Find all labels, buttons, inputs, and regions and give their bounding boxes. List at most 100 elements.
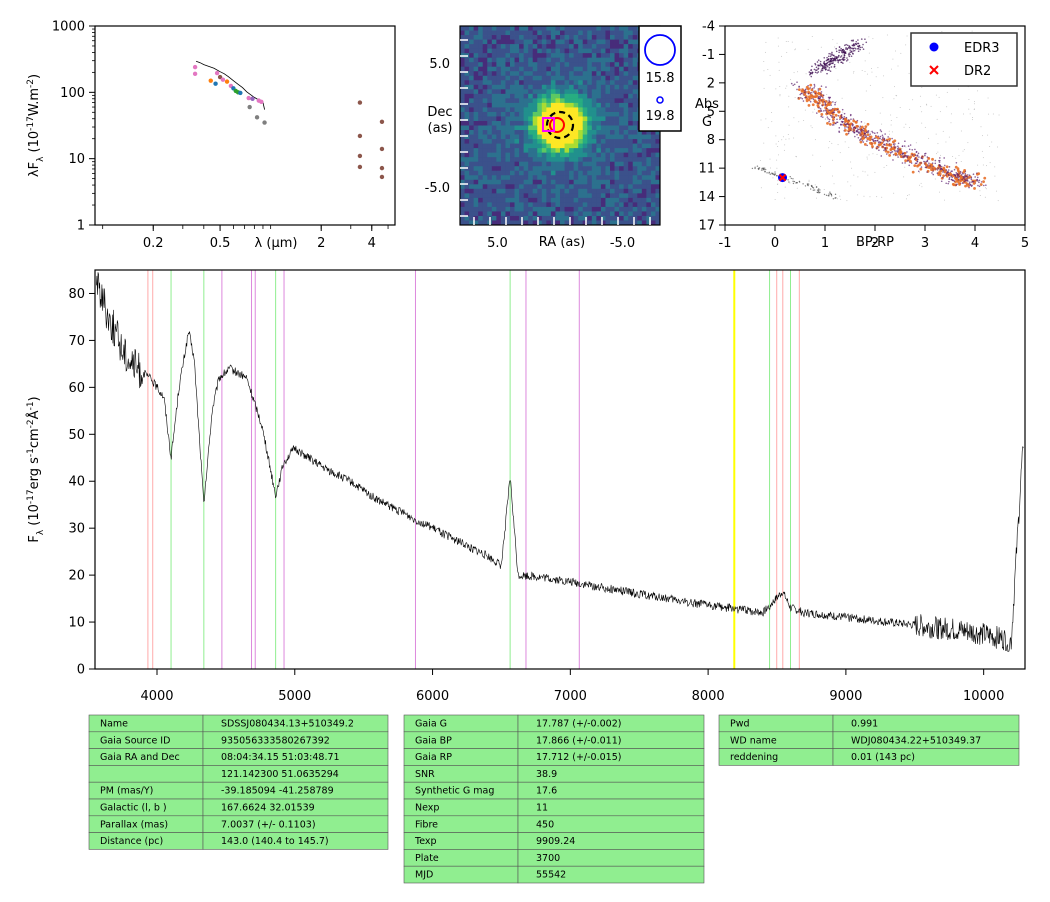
image-pixel <box>541 89 547 95</box>
cmd-giant-star <box>852 53 854 55</box>
image-panel: 5.0 -5.05.0-5.0RA (as)Dec(as)15.819.8 <box>425 25 682 251</box>
image-pixel <box>578 62 584 68</box>
image-pixel <box>641 197 647 203</box>
image-pixel <box>555 202 561 208</box>
image-pixel <box>514 66 520 72</box>
cmd-star <box>941 168 944 171</box>
cmd-field-star <box>785 41 787 43</box>
image-pixel <box>546 120 552 126</box>
image-pixel <box>514 30 520 36</box>
cmd-wd-star <box>819 189 821 191</box>
image-pixel <box>632 152 638 158</box>
spectrum-frame <box>94 269 1026 670</box>
cmd-field-star <box>888 130 890 132</box>
image-pixel <box>523 107 529 113</box>
image-pixel <box>482 125 488 131</box>
image-pixel <box>469 193 475 199</box>
cmd-star <box>962 170 966 174</box>
cmd-giant-star <box>836 56 838 58</box>
image-pixel <box>578 161 584 167</box>
cmd-star <box>866 137 870 140</box>
image-pixel <box>500 148 506 154</box>
image-pixel <box>496 116 502 122</box>
image-pixel <box>519 125 525 131</box>
image-pixel <box>514 39 520 45</box>
image-pixel <box>573 166 579 172</box>
cmd-star <box>916 155 919 157</box>
cmd-star <box>883 149 885 152</box>
image-pixel <box>610 89 615 95</box>
image-pixel <box>600 48 606 54</box>
image-pixel <box>491 44 497 50</box>
image-pixel <box>537 30 543 36</box>
image-pixel <box>487 66 493 72</box>
image-pixel <box>619 71 625 77</box>
image-pixel <box>537 39 543 45</box>
cmd-star <box>859 125 862 128</box>
cmd-field-star <box>893 141 895 143</box>
cmd-wd-star <box>762 169 764 171</box>
image-pixel <box>632 111 638 117</box>
image-pixel <box>610 44 615 50</box>
image-pixel <box>523 44 529 50</box>
image-pixel <box>573 134 579 140</box>
cmd-field-star <box>948 136 950 138</box>
cmd-star <box>897 145 899 148</box>
image-pixel <box>478 44 484 50</box>
cmd-field-star <box>776 167 778 169</box>
image-pixel <box>478 66 484 72</box>
image-pixel <box>623 170 629 176</box>
cmd-star <box>831 112 834 114</box>
image-pixel <box>573 184 579 190</box>
cmd-star <box>944 174 947 176</box>
image-pixel <box>546 48 552 54</box>
image-pixel <box>560 93 565 99</box>
image-pixel <box>473 148 479 154</box>
sed-point-27 <box>379 174 385 180</box>
image-pixel <box>632 170 638 176</box>
cmd-star <box>796 88 798 91</box>
image-pixel <box>532 53 538 59</box>
image-pixel <box>523 39 529 45</box>
cmd-star <box>936 169 939 171</box>
image-pixel <box>578 139 584 144</box>
image-pixel <box>564 120 570 126</box>
cmd-giant-star <box>846 48 849 51</box>
image-pixel <box>560 152 565 158</box>
image-pixel <box>614 148 620 154</box>
cmd-star <box>840 114 843 116</box>
image-pixel <box>632 175 638 181</box>
image-pixel <box>582 30 588 36</box>
image-pixel <box>478 139 484 144</box>
image-pixel <box>464 116 470 122</box>
cmd-star <box>878 140 880 143</box>
image-pixel <box>532 211 538 217</box>
image-pixel <box>619 111 625 117</box>
image-pixel <box>587 202 593 208</box>
image-pixel <box>510 161 515 167</box>
image-pixel <box>460 220 465 226</box>
image-pixel <box>573 75 579 81</box>
cmd-field-star <box>946 91 948 93</box>
cmd-field-star <box>788 124 790 126</box>
image-pixel <box>546 39 552 45</box>
image-pixel <box>519 30 525 36</box>
image-pixel <box>555 125 561 131</box>
image-xlabel: RA (as) <box>539 235 585 250</box>
image-pixel <box>555 53 561 59</box>
cmd-star <box>942 176 944 179</box>
image-pixel <box>532 188 538 194</box>
image-pixel <box>487 197 493 203</box>
cmd-star <box>985 184 987 186</box>
image-pixel <box>628 184 634 190</box>
image-pixel <box>482 197 488 203</box>
image-pixel <box>591 215 597 221</box>
image-pixel <box>560 215 565 221</box>
image-pixel <box>555 66 561 72</box>
cmd-field-star <box>955 157 957 159</box>
image-pixel <box>628 80 634 86</box>
cmd-field-star <box>828 147 830 149</box>
image-pixel <box>510 166 515 172</box>
image-pixel <box>637 202 643 208</box>
image-pixel <box>514 148 520 154</box>
